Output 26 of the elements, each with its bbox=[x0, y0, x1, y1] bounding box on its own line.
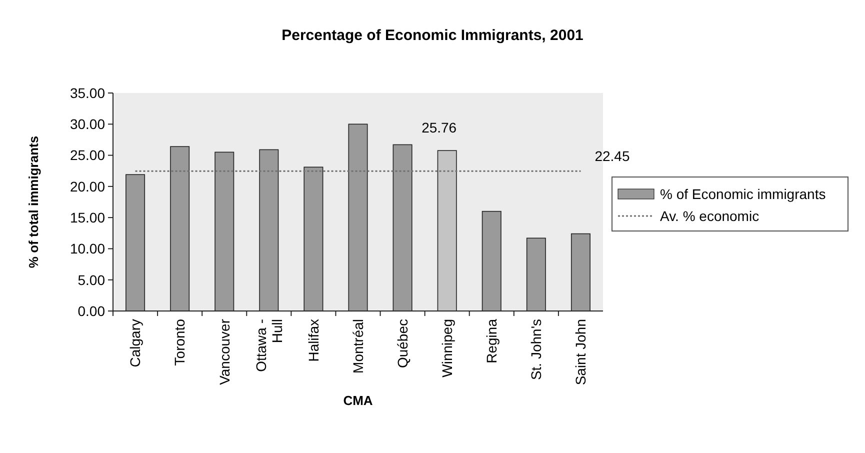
x-tick-label: Vancouver bbox=[216, 318, 232, 385]
x-tick-label: Québec bbox=[394, 319, 410, 368]
y-tick-label: 30.00 bbox=[70, 116, 106, 132]
y-tick-label: 0.00 bbox=[78, 302, 106, 319]
data-label: 22.45 bbox=[594, 148, 630, 164]
y-tick-label: 10.00 bbox=[70, 240, 106, 257]
legend-label: % of Economic immigrants bbox=[660, 186, 826, 202]
legend-label: Av. % economic bbox=[660, 208, 760, 224]
x-tick-label: Regina bbox=[484, 318, 500, 364]
data-label: 25.76 bbox=[422, 120, 457, 136]
y-tick-label: 5.00 bbox=[78, 272, 106, 288]
x-tick-label: Halifax bbox=[305, 319, 322, 362]
x-tick-label: Ottawa - Hull bbox=[252, 318, 285, 372]
chart-title: Percentage of Economic Immigrants, 2001 bbox=[282, 27, 584, 44]
x-tick-label: Saint John bbox=[572, 319, 589, 386]
y-axis-title: % of total immigrants bbox=[26, 136, 41, 268]
y-tick-label: 35.00 bbox=[70, 84, 106, 101]
x-tick-label: Calgary bbox=[127, 319, 144, 368]
x-tick-label: Toronto bbox=[172, 318, 188, 366]
x-axis-title: CMA bbox=[343, 393, 374, 408]
y-tick-label: 20.00 bbox=[70, 178, 106, 194]
x-tick-label: Winnipeg bbox=[438, 319, 455, 378]
y-tick-label: 15.00 bbox=[70, 209, 106, 226]
x-tick-label: St. John's bbox=[528, 319, 544, 380]
y-tick-label: 25.00 bbox=[70, 147, 106, 164]
x-tick-label: Montréal bbox=[350, 319, 366, 374]
